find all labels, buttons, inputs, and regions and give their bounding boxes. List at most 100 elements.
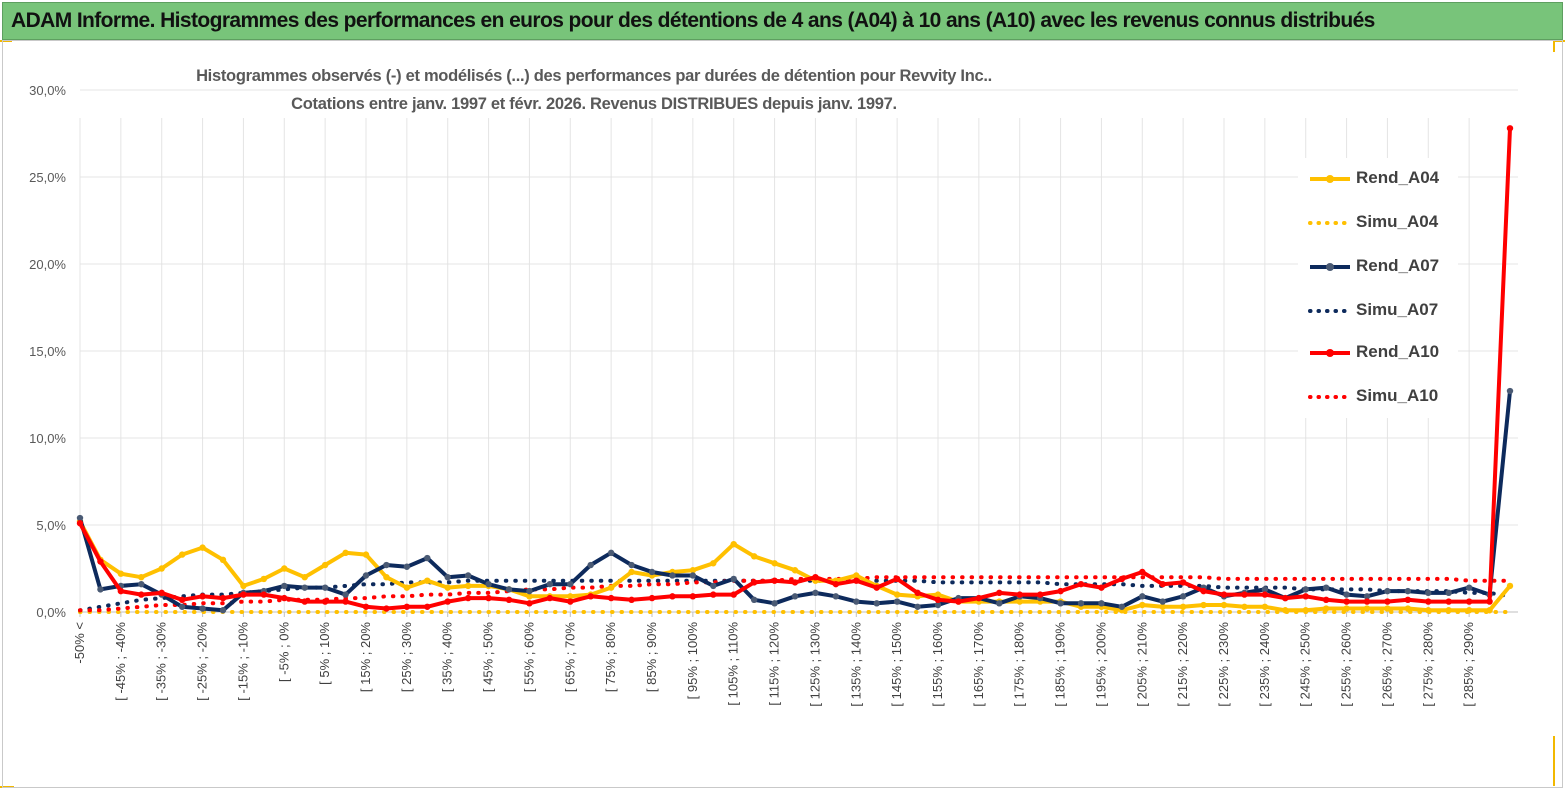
data-point-rend_a07 — [934, 601, 942, 609]
data-point-rend_a07 — [853, 598, 860, 605]
data-point-rend_a10 — [1322, 596, 1330, 604]
data-point-rend_a10 — [873, 584, 880, 591]
y-tick-label: 10,0% — [29, 431, 66, 446]
legend-label: Rend_A10 — [1356, 342, 1440, 361]
data-point-rend_a07 — [362, 572, 370, 579]
data-point-rend_a04 — [1384, 605, 1391, 612]
data-point-rend_a10 — [1384, 598, 1391, 605]
x-tick-label: [ 205% ; 210% — [1134, 622, 1149, 707]
corner-mark — [0, 40, 12, 42]
data-point-rend_a07 — [1465, 584, 1473, 591]
x-tick-label: [ 145% ; 150% — [889, 622, 904, 707]
data-point-rend_a10 — [383, 605, 390, 612]
data-point-rend_a10 — [321, 598, 329, 605]
data-point-rend_a07 — [648, 568, 656, 576]
legend-label: Rend_A04 — [1356, 168, 1440, 187]
data-point-rend_a10 — [240, 591, 247, 598]
data-point-rend_a07 — [1506, 387, 1514, 395]
data-point-rend_a10 — [546, 594, 554, 602]
data-point-rend_a07 — [505, 586, 513, 593]
data-point-rend_a10 — [485, 594, 492, 602]
x-tick-label: -50% < — [72, 622, 87, 664]
data-point-rend_a04 — [199, 544, 206, 551]
data-point-rend_a04 — [158, 565, 165, 572]
data-point-rend_a07 — [1445, 589, 1452, 597]
data-point-rend_a07 — [669, 572, 676, 579]
x-tick-label: [ 255% ; 260% — [1339, 622, 1354, 707]
x-tick-label: [ 65% ; 70% — [562, 622, 577, 693]
x-tick-label: [ 225% ; 230% — [1216, 622, 1231, 707]
data-point-rend_a07 — [1057, 600, 1064, 607]
data-point-rend_a07 — [1139, 593, 1146, 600]
data-point-rend_a10 — [158, 589, 165, 597]
data-point-rend_a04 — [178, 551, 186, 558]
data-point-rend_a04 — [750, 553, 758, 560]
y-tick-label: 0,0% — [36, 605, 66, 620]
data-point-rend_a10 — [281, 594, 288, 602]
data-point-rend_a07 — [219, 607, 227, 614]
data-point-rend_a07 — [689, 572, 697, 579]
x-tick-label: [ 245% ; 250% — [1298, 622, 1313, 707]
data-point-rend_a07 — [607, 549, 615, 557]
data-point-rend_a10 — [996, 589, 1003, 597]
data-point-rend_a10 — [424, 603, 431, 610]
data-point-rend_a04 — [321, 561, 329, 569]
data-point-rend_a07 — [730, 575, 737, 583]
data-point-rend_a07 — [424, 554, 431, 562]
data-point-rend_a10 — [1445, 598, 1452, 605]
data-point-rend_a10 — [342, 598, 349, 605]
data-point-rend_a10 — [1036, 591, 1044, 598]
x-tick-label: [ 125% ; 130% — [807, 622, 822, 707]
x-tick-label: [ -15% ; -10% — [235, 622, 250, 701]
x-tick-label: [ 15% ; 20% — [358, 622, 373, 693]
chart-title-line1: Histogrammes observés (-) et modélisés (… — [152, 64, 1036, 88]
data-point-rend_a07 — [403, 563, 411, 570]
data-point-rend_a04 — [1363, 605, 1371, 612]
data-point-rend_a07 — [710, 582, 717, 590]
data-point-rend_a07 — [383, 561, 390, 569]
data-point-rend_a04 — [1261, 603, 1269, 610]
data-point-rend_a10 — [76, 520, 84, 527]
data-point-rend_a07 — [178, 603, 186, 610]
data-point-rend_a10 — [1261, 591, 1269, 598]
data-point-rend_a04 — [689, 567, 697, 574]
data-point-rend_a10 — [669, 593, 676, 600]
data-point-rend_a04 — [1139, 601, 1146, 609]
data-point-rend_a04 — [1016, 598, 1023, 605]
data-point-rend_a07 — [1098, 600, 1105, 607]
data-point-rend_a10 — [1200, 587, 1207, 595]
legend-item-simu-a07: Simu_A07 — [1308, 296, 1458, 326]
data-point-rend_a10 — [648, 594, 656, 602]
data-point-rend_a10 — [199, 593, 206, 600]
data-point-rend_a07 — [1425, 589, 1432, 597]
data-point-rend_a10 — [97, 558, 104, 565]
data-point-rend_a04 — [117, 570, 125, 577]
data-point-rend_a10 — [1139, 568, 1146, 576]
data-point-rend_a04 — [1282, 607, 1289, 614]
legend-label: Simu_A04 — [1356, 212, 1439, 231]
data-point-rend_a10 — [975, 594, 983, 602]
data-point-rend_a10 — [505, 596, 513, 604]
data-point-rend_a07 — [546, 580, 554, 588]
y-tick-label: 20,0% — [29, 257, 66, 272]
data-point-rend_a07 — [567, 580, 574, 588]
data-point-rend_a10 — [628, 596, 635, 604]
data-point-rend_a07 — [914, 603, 921, 610]
data-point-rend_a04 — [1322, 605, 1330, 612]
data-point-rend_a07 — [342, 591, 349, 598]
x-tick-label: [ 75% ; 80% — [603, 622, 618, 693]
x-tick-label: [ 175% ; 180% — [1012, 622, 1027, 707]
series-layer — [76, 125, 1514, 614]
chart-frame — [2, 40, 1563, 788]
x-tick-label: [ 265% ; 270% — [1379, 622, 1394, 707]
legend-item-simu-a10: Simu_A10 — [1308, 382, 1458, 412]
y-tick-label: 15,0% — [29, 344, 66, 359]
data-point-rend_a10 — [1363, 598, 1371, 605]
corner-mark — [1553, 40, 1555, 52]
x-tick-label: [ -25% ; -20% — [195, 622, 210, 701]
data-point-rend_a10 — [1098, 584, 1105, 591]
data-point-rend_a04 — [219, 556, 227, 563]
data-point-rend_a04 — [1404, 605, 1412, 612]
data-point-rend_a10 — [1506, 125, 1514, 132]
data-point-rend_a04 — [1179, 603, 1187, 610]
